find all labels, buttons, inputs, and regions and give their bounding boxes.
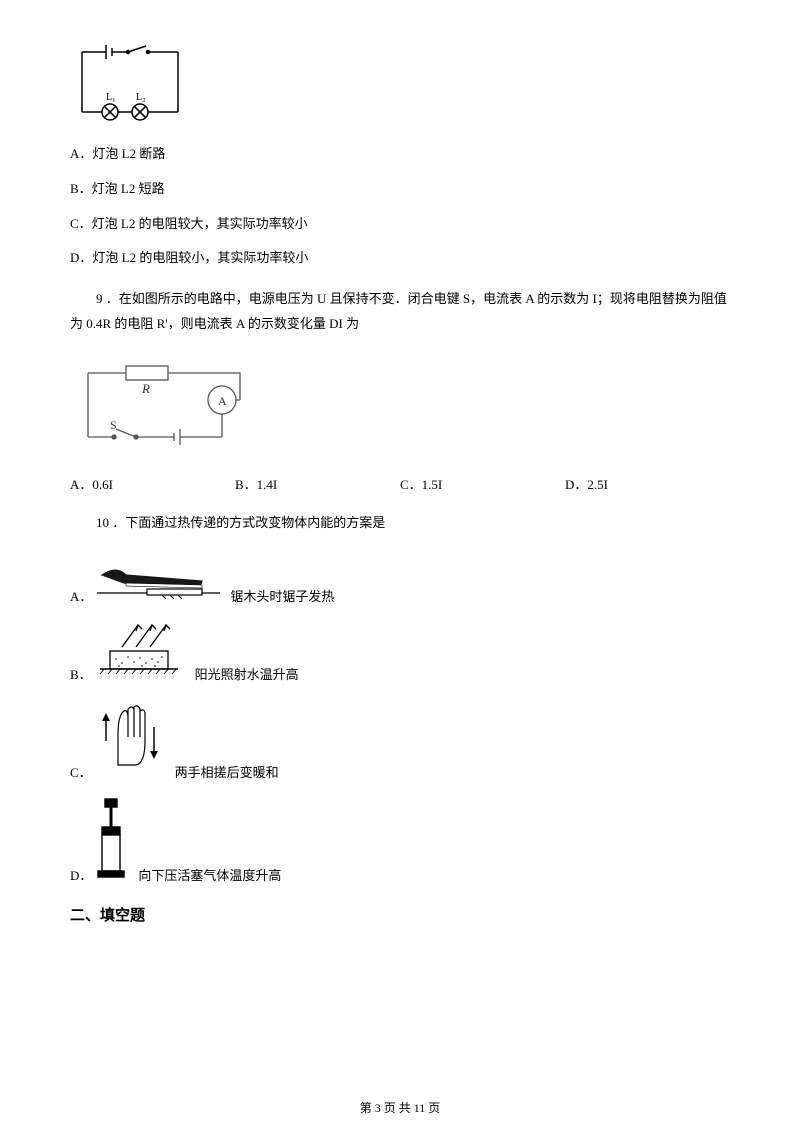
q10-b-text: 阳光照射水温升高 bbox=[195, 664, 299, 683]
q10-b-prefix: B． bbox=[70, 664, 92, 683]
q10-d-text: 向下压活塞气体温度升高 bbox=[138, 865, 281, 884]
sunlight-water-icon bbox=[92, 619, 187, 679]
switch-label: S bbox=[110, 418, 117, 432]
q10-c-prefix: C． bbox=[70, 762, 92, 781]
q8-circuit-figure: L₁ L₂ bbox=[70, 40, 730, 130]
circuit1-svg: L₁ L₂ bbox=[70, 40, 190, 130]
q8-option-c: C．灯泡 L2 的电阻较大，其实际功率较小 bbox=[70, 214, 730, 235]
q9-option-d: D．2.5I bbox=[565, 474, 730, 493]
lamp1-label: L₁ bbox=[106, 92, 116, 103]
q10-a-text: 锯木头时锯子发热 bbox=[230, 586, 334, 605]
q10-option-c: C． 两手相搓后变暖和 bbox=[70, 697, 730, 781]
resistor-label: R bbox=[141, 381, 150, 396]
q9-option-b: B．1.4I bbox=[235, 474, 400, 493]
q8-option-a: A．灯泡 L2 断路 bbox=[70, 144, 730, 165]
rubbing-hands-icon bbox=[92, 697, 167, 777]
q10-option-d: D． 向下压活塞气体温度升高 bbox=[70, 795, 730, 884]
saw-icon bbox=[92, 553, 222, 601]
q10-c-text: 两手相搓后变暖和 bbox=[175, 762, 279, 781]
piston-icon bbox=[92, 795, 130, 880]
section-2-heading: 二、填空题 bbox=[70, 904, 730, 925]
circuit2-svg: R A S bbox=[70, 355, 260, 460]
ammeter-label: A bbox=[218, 394, 227, 408]
q9-options-row: A．0.6I B．1.4I C．1.5I D．2.5I bbox=[70, 474, 730, 493]
q10-text: 10 ．下面通过热传递的方式改变物体内能的方案是 bbox=[70, 511, 730, 536]
q9-circuit-figure: R A S bbox=[70, 355, 730, 460]
q10-option-b: B． bbox=[70, 619, 730, 683]
q10-d-prefix: D． bbox=[70, 865, 92, 884]
page-footer: 第 3 页 共 11 页 bbox=[0, 1099, 800, 1116]
q8-option-b: B．灯泡 L2 短路 bbox=[70, 179, 730, 200]
q8-option-d: D．灯泡 L2 的电阻较小，其实际功率较小 bbox=[70, 248, 730, 269]
q10-a-prefix: A． bbox=[70, 586, 92, 605]
q10-option-a: A． 锯木头时锯子发热 bbox=[70, 553, 730, 605]
lamp2-label: L₂ bbox=[136, 92, 146, 103]
q9-option-a: A．0.6I bbox=[70, 474, 235, 493]
q9-text: 9 ．在如图所示的电路中，电源电压为 U 且保持不变．闭合电键 S，电流表 A … bbox=[70, 287, 730, 336]
q9-option-c: C．1.5I bbox=[400, 474, 565, 493]
